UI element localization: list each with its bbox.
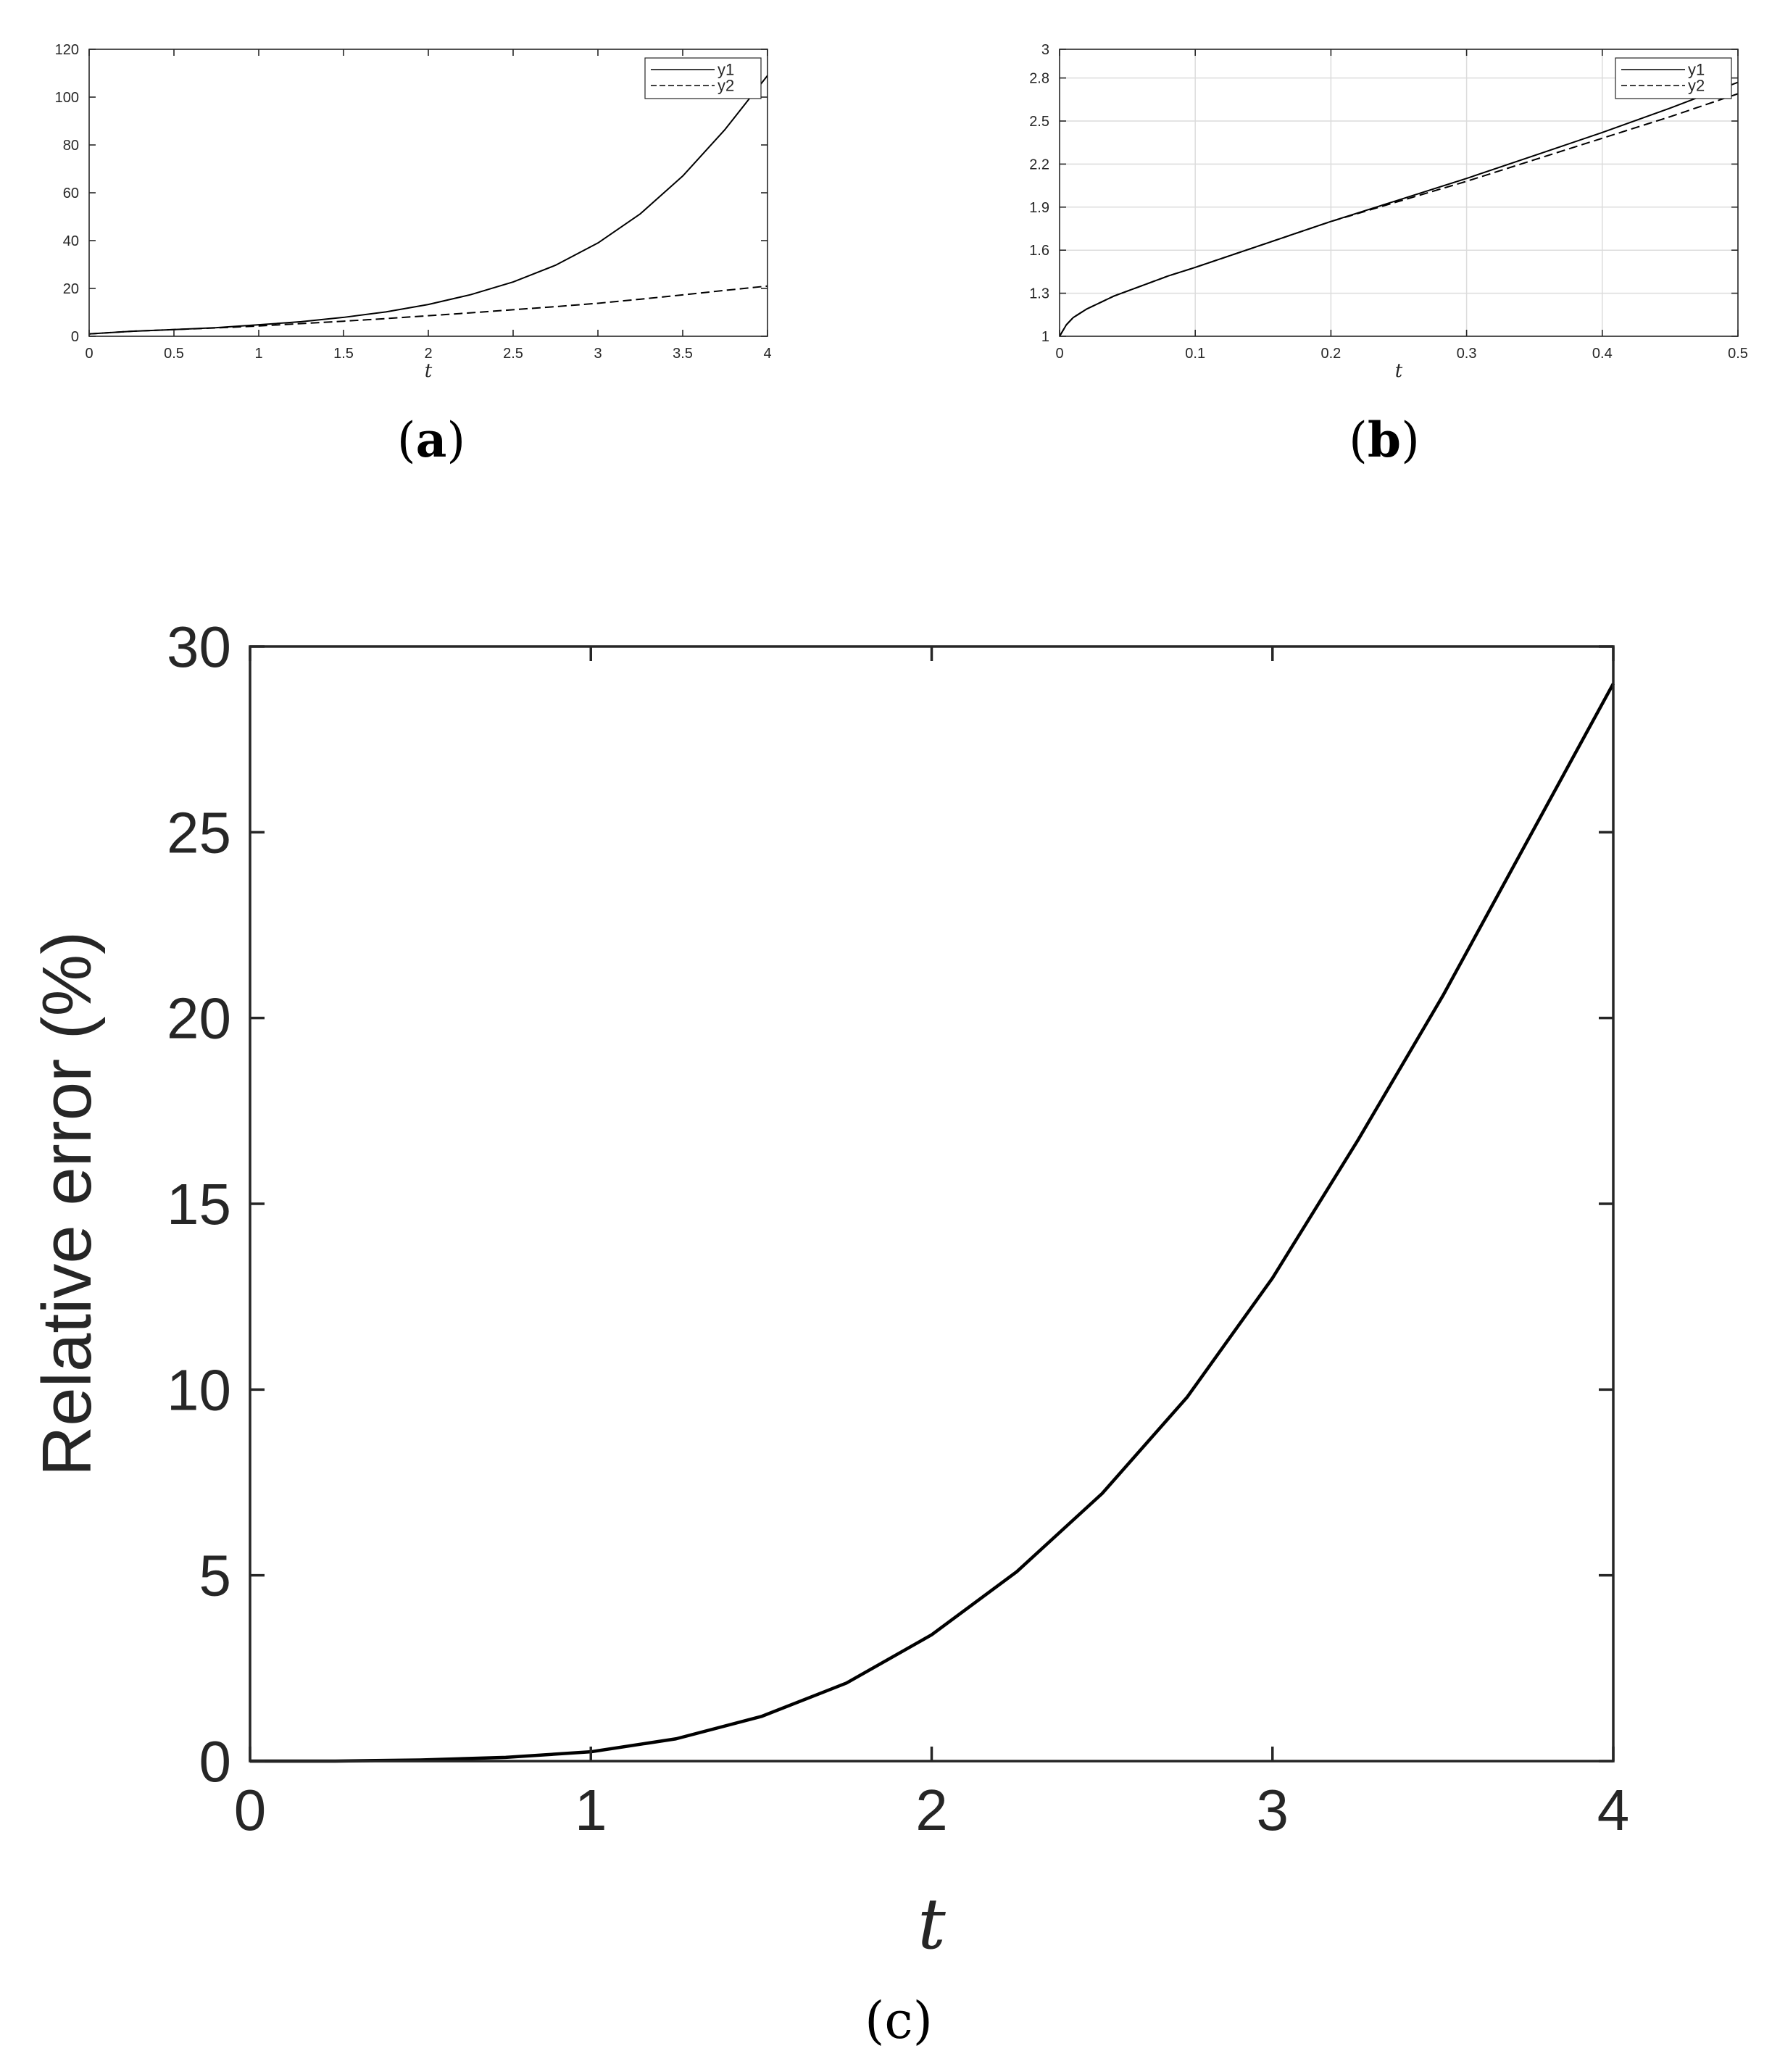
series-line-y1 xyxy=(1059,81,1739,337)
legend-label: y1 xyxy=(717,61,734,79)
x-tick-label: 0 xyxy=(1055,346,1063,362)
y-tick-label: 2.5 xyxy=(1029,114,1049,130)
x-axis-label: t xyxy=(918,1884,946,1965)
x-tick-label: 0.4 xyxy=(1592,346,1613,362)
legend-label: y2 xyxy=(1688,77,1705,95)
chart-b: 0 0.1 0.2 0.3 0.4 0.5 1 1.3 1.6 1.9 2.2 2.5 2.8 3 t y1y… xyxy=(1029,42,1748,382)
x-tick-label: 4 xyxy=(1597,1778,1630,1842)
x-tick-label: 0.2 xyxy=(1320,346,1341,362)
y-tick-label: 80 xyxy=(63,138,79,154)
x-tick-label: 2 xyxy=(424,346,432,362)
series-line-y2 xyxy=(88,285,768,335)
y-tick-label: 1 xyxy=(1041,329,1049,345)
y-tick-label: 60 xyxy=(63,186,79,201)
x-tick-label: 3 xyxy=(594,346,602,362)
x-tick-label: 0.5 xyxy=(164,346,184,362)
y-tick-label: 30 xyxy=(167,615,231,679)
y-tick-label: 0 xyxy=(71,329,79,345)
x-tick-label: 1 xyxy=(254,346,262,362)
y-tick-label: 0 xyxy=(199,1729,232,1794)
y-tick-label: 15 xyxy=(167,1172,231,1236)
x-tick-label: 0.1 xyxy=(1185,346,1205,362)
series-line-s1 xyxy=(250,683,1615,1763)
x-tick-label: 3.5 xyxy=(673,346,693,362)
x-tick-label: 1 xyxy=(575,1778,607,1842)
y-tick-label: 2.2 xyxy=(1029,157,1049,172)
y-tick-label: 100 xyxy=(55,90,79,106)
chart-c: 0 1 2 3 4 0 5 10 15 20 25 30 t Relative error (%) xyxy=(28,615,1629,1965)
y-axis-label: Relative error (%) xyxy=(28,931,106,1476)
legend-label: y2 xyxy=(717,77,734,95)
y-tick-label: 1.6 xyxy=(1029,243,1049,259)
series-line-y2 xyxy=(1059,93,1739,337)
y-tick-label: 5 xyxy=(199,1544,232,1608)
y-tick-label: 25 xyxy=(167,800,231,865)
x-tick-label: 4 xyxy=(763,346,771,362)
series-line-y1 xyxy=(88,75,768,335)
caption-c: (c) xyxy=(865,1991,933,2050)
x-axis-label: t xyxy=(1395,360,1403,382)
y-tick-label: 1.3 xyxy=(1029,286,1049,302)
x-axis-label: t xyxy=(425,360,433,382)
legend-box xyxy=(1615,57,1732,99)
x-tick-label: 2 xyxy=(915,1778,948,1842)
legend-label: y1 xyxy=(1688,61,1705,79)
legend-box xyxy=(644,57,762,99)
axes-box xyxy=(249,645,1615,1763)
x-tick-label: 2.5 xyxy=(503,346,523,362)
y-tick-label: 3 xyxy=(1041,42,1049,58)
y-tick-label: 40 xyxy=(63,233,79,249)
axes-box xyxy=(1059,49,1739,337)
x-tick-label: 1.5 xyxy=(333,346,354,362)
x-tick-label: 0 xyxy=(234,1778,267,1842)
caption-b: (b) xyxy=(1349,412,1420,468)
caption-a: (a) xyxy=(397,412,465,468)
y-tick-label: 2.8 xyxy=(1029,71,1049,87)
y-tick-label: 20 xyxy=(167,986,231,1051)
x-tick-label: 0 xyxy=(85,346,93,362)
y-tick-label: 20 xyxy=(63,281,79,297)
y-tick-label: 1.9 xyxy=(1029,200,1049,216)
x-tick-label: 0.3 xyxy=(1457,346,1477,362)
x-tick-label: 0.5 xyxy=(1728,346,1748,362)
x-tick-label: 3 xyxy=(1257,1778,1289,1842)
y-tick-label: 120 xyxy=(55,42,79,58)
y-tick-label: 10 xyxy=(167,1357,231,1422)
